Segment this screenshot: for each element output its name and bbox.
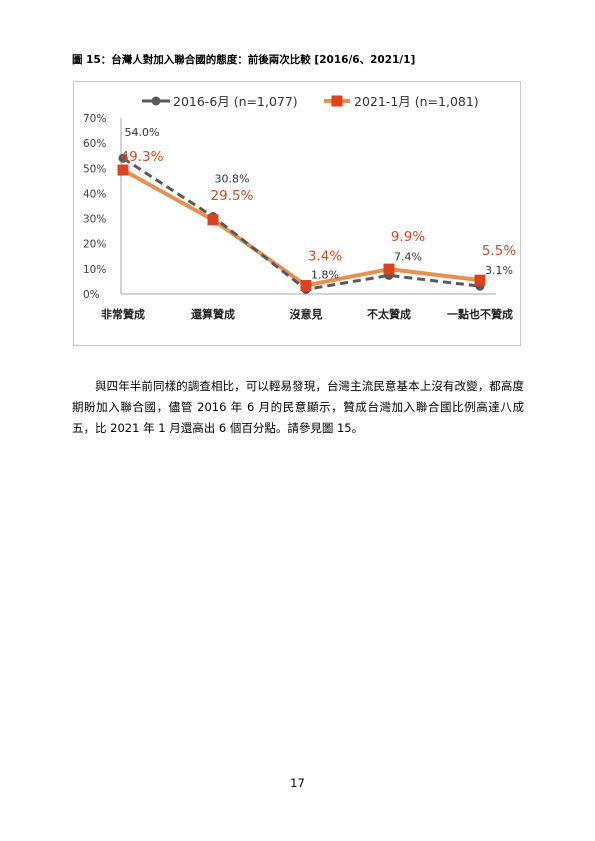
legend-2016-label: 2016-6月 (n=1,077) bbox=[173, 94, 298, 109]
y-tick-label: 20% bbox=[83, 239, 106, 251]
series-2021-data-label: 49.3% bbox=[121, 149, 164, 165]
figure-title: 圖 15：台灣人對加入聯合國的態度：前後兩次比較 [2016/6、2021/1] bbox=[72, 54, 416, 66]
series-2016-data-label: 1.8% bbox=[311, 268, 339, 281]
series-2021-point bbox=[383, 263, 395, 275]
legend-2016-swatch-marker bbox=[151, 96, 161, 106]
y-tick-label: 30% bbox=[83, 214, 106, 226]
x-tick-label: 不太贊成 bbox=[367, 307, 411, 321]
y-tick-label: 10% bbox=[83, 264, 106, 276]
body-paragraph: 與四年半前同樣的調查相比，可以輕易發現，台灣主流民意基本上沒有改變，都高度期盼加… bbox=[72, 376, 524, 439]
series-2021-line bbox=[122, 168, 481, 288]
series-2021-point bbox=[474, 274, 486, 286]
x-tick-label: 非常贊成 bbox=[101, 307, 145, 321]
legend-2021-swatch-marker bbox=[331, 95, 343, 107]
paragraph-text: 與四年半前同樣的調查相比，可以輕易發現，台灣主流民意基本上沒有改變，都高度期盼加… bbox=[72, 379, 524, 435]
series-2021-point bbox=[300, 279, 312, 291]
series-2021-data-label: 9.9% bbox=[391, 229, 425, 245]
series-2021-data-label: 29.5% bbox=[211, 188, 254, 204]
series-2016-line bbox=[122, 156, 481, 291]
series-2021-data-label: 5.5% bbox=[482, 243, 516, 259]
page-number: 17 bbox=[290, 776, 305, 790]
chart-frame: 0% 10% 20% 30% 40% 50% 60% 70% 非常贊成 還算贊成 沒意見 不太贊成 一點… bbox=[73, 81, 521, 346]
chart-svg: 0% 10% 20% 30% 40% 50% 60% 70% 非常贊成 還算贊成 沒意見 不太贊成 一點… bbox=[83, 94, 516, 321]
x-tick-label: 還算贊成 bbox=[191, 307, 235, 321]
series-2021-point bbox=[117, 164, 129, 176]
series-2016-data-label: 7.4% bbox=[394, 250, 422, 263]
x-tick-label: 一點也不贊成 bbox=[447, 307, 513, 321]
y-tick-label: 40% bbox=[83, 188, 106, 200]
legend-2021-label: 2021-1月 (n=1,081) bbox=[354, 94, 479, 109]
y-tick-label: 70% bbox=[83, 113, 106, 125]
series-2021-data-label: 3.4% bbox=[308, 248, 342, 264]
y-tick-label: 50% bbox=[83, 163, 106, 175]
series-2016-data-label: 3.1% bbox=[485, 264, 513, 277]
series-2016-data-label: 30.8% bbox=[215, 173, 250, 186]
series-2016-data-label: 54.0% bbox=[125, 126, 160, 139]
y-tick-label: 0% bbox=[83, 289, 100, 301]
y-tick-label: 60% bbox=[83, 138, 106, 150]
series-2021-point bbox=[207, 214, 219, 226]
x-tick-label: 沒意見 bbox=[290, 307, 323, 321]
series-2016-point bbox=[118, 153, 128, 163]
